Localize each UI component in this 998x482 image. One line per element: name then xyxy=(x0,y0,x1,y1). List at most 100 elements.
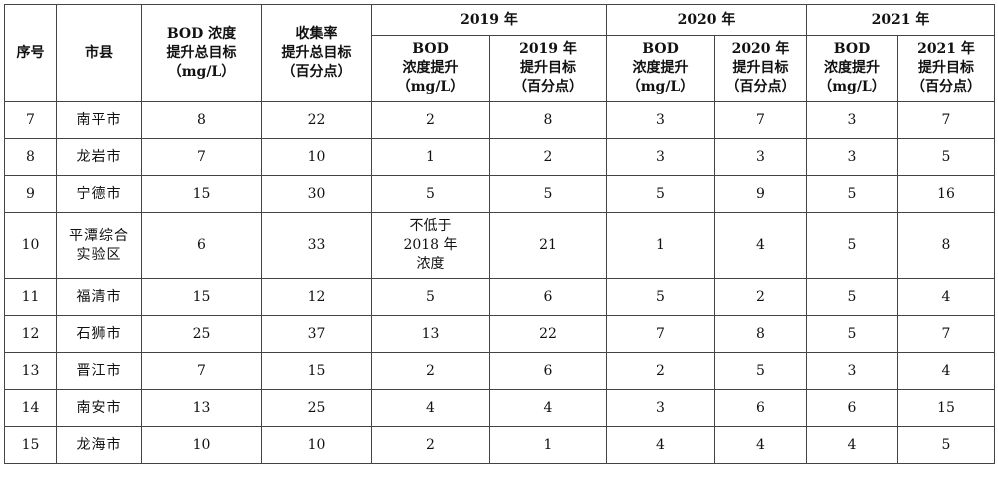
cell-2019-rate: 8 xyxy=(489,101,607,139)
cell-2020-rate: 9 xyxy=(714,175,807,213)
cell-rate-total: 10 xyxy=(261,138,372,176)
cell-2019-rate: 22 xyxy=(489,315,607,353)
cell-seq: 10 xyxy=(4,212,57,279)
table-row: 10 平潭综合 实验区 6 33 不低于 2018 年 浓度 21 1 4 5 8 xyxy=(4,212,995,279)
table-row: 12 石狮市 25 37 13 22 7 8 5 7 xyxy=(4,315,995,353)
table-row: 11 福清市 15 12 5 6 5 2 5 4 xyxy=(4,278,995,316)
cell-rate-total: 37 xyxy=(261,315,372,353)
cell-2021-rate: 8 xyxy=(897,212,995,279)
header-seq: 序号 xyxy=(4,4,57,102)
cell-2020-bod: 5 xyxy=(606,175,715,213)
cell-2021-bod: 6 xyxy=(806,389,898,427)
cell-2020-rate: 4 xyxy=(714,426,807,464)
cell-2020-rate: 4 xyxy=(714,212,807,279)
header-2020-rate: 2020 年 提升目标 （百分点） xyxy=(714,35,807,102)
cell-2019-rate: 2 xyxy=(489,138,607,176)
cell-city: 南平市 xyxy=(56,101,142,139)
cell-2020-bod: 3 xyxy=(606,389,715,427)
cell-city: 福清市 xyxy=(56,278,142,316)
header-year-2021: 2021 年 xyxy=(806,4,995,36)
cell-rate-total: 25 xyxy=(261,389,372,427)
table-row: 9 宁德市 15 30 5 5 5 9 5 16 xyxy=(4,175,995,213)
cell-2021-rate: 5 xyxy=(897,138,995,176)
cell-2021-bod: 3 xyxy=(806,101,898,139)
table-row: 15 龙海市 10 10 2 1 4 4 4 5 xyxy=(4,426,995,464)
header-2020-bod: BOD 浓度提升 （mg/L） xyxy=(606,35,715,102)
cell-bod-total: 7 xyxy=(141,138,262,176)
cell-city: 平潭综合 实验区 xyxy=(56,212,142,279)
cell-seq: 7 xyxy=(4,101,57,139)
cell-bod-total: 15 xyxy=(141,175,262,213)
table-row: 7 南平市 8 22 2 8 3 7 3 7 xyxy=(4,101,995,139)
cell-rate-total: 33 xyxy=(261,212,372,279)
cell-2021-bod: 4 xyxy=(806,426,898,464)
cell-2019-bod: 5 xyxy=(371,175,490,213)
table-row: 13 晋江市 7 15 2 6 2 5 3 4 xyxy=(4,352,995,390)
cell-city: 龙海市 xyxy=(56,426,142,464)
cell-seq: 9 xyxy=(4,175,57,213)
cell-2021-bod: 5 xyxy=(806,278,898,316)
cell-bod-total: 25 xyxy=(141,315,262,353)
cell-city: 宁德市 xyxy=(56,175,142,213)
cell-2021-bod: 5 xyxy=(806,212,898,279)
cell-2019-bod: 不低于 2018 年 浓度 xyxy=(371,212,490,279)
cell-2021-rate: 16 xyxy=(897,175,995,213)
cell-2021-rate: 15 xyxy=(897,389,995,427)
header-2021-rate: 2021 年 提升目标 （百分点） xyxy=(897,35,995,102)
cell-2020-bod: 3 xyxy=(606,138,715,176)
cell-bod-total: 15 xyxy=(141,278,262,316)
cell-2020-bod: 7 xyxy=(606,315,715,353)
cell-2020-rate: 2 xyxy=(714,278,807,316)
cell-2019-bod: 1 xyxy=(371,138,490,176)
cell-city: 晋江市 xyxy=(56,352,142,390)
cell-rate-total: 12 xyxy=(261,278,372,316)
cell-seq: 12 xyxy=(4,315,57,353)
cell-2019-rate: 5 xyxy=(489,175,607,213)
cell-rate-total: 10 xyxy=(261,426,372,464)
cell-2021-rate: 7 xyxy=(897,315,995,353)
table-row: 8 龙岩市 7 10 1 2 3 3 3 5 xyxy=(4,138,995,176)
cell-2020-bod: 1 xyxy=(606,212,715,279)
cell-bod-total: 13 xyxy=(141,389,262,427)
cell-2019-rate: 6 xyxy=(489,278,607,316)
cell-seq: 15 xyxy=(4,426,57,464)
cell-2021-rate: 7 xyxy=(897,101,995,139)
cell-city: 石狮市 xyxy=(56,315,142,353)
targets-table: 序号 市县 BOD 浓度 提升总目标 （mg/L） 收集率 提升总目标 （百分点… xyxy=(4,4,995,464)
cell-bod-total: 10 xyxy=(141,426,262,464)
cell-2019-rate: 21 xyxy=(489,212,607,279)
cell-rate-total: 15 xyxy=(261,352,372,390)
cell-2021-bod: 3 xyxy=(806,138,898,176)
cell-rate-total: 30 xyxy=(261,175,372,213)
table-body: 7 南平市 8 22 2 8 3 7 3 7 8 龙岩市 7 10 1 2 3 3 3 5 9 宁德市 15 30 5 5 5 9 5 1… xyxy=(4,101,995,464)
header-row-years: 序号 市县 BOD 浓度 提升总目标 （mg/L） 收集率 提升总目标 （百分点… xyxy=(4,4,995,102)
cell-2019-bod: 13 xyxy=(371,315,490,353)
cell-bod-total: 6 xyxy=(141,212,262,279)
cell-2020-rate: 6 xyxy=(714,389,807,427)
header-year-2019: 2019 年 xyxy=(371,4,607,36)
header-city: 市县 xyxy=(56,4,142,102)
cell-bod-total: 8 xyxy=(141,101,262,139)
cell-2020-bod: 4 xyxy=(606,426,715,464)
header-bod-target: BOD 浓度 提升总目标 （mg/L） xyxy=(141,4,262,102)
cell-2020-rate: 8 xyxy=(714,315,807,353)
cell-2019-bod: 2 xyxy=(371,101,490,139)
cell-2019-bod: 2 xyxy=(371,426,490,464)
cell-2020-rate: 3 xyxy=(714,138,807,176)
cell-rate-total: 22 xyxy=(261,101,372,139)
cell-seq: 14 xyxy=(4,389,57,427)
cell-city: 南安市 xyxy=(56,389,142,427)
cell-2021-rate: 4 xyxy=(897,278,995,316)
header-year-2020: 2020 年 xyxy=(606,4,807,36)
cell-2019-bod: 4 xyxy=(371,389,490,427)
cell-city: 龙岩市 xyxy=(56,138,142,176)
cell-seq: 8 xyxy=(4,138,57,176)
cell-2019-bod: 5 xyxy=(371,278,490,316)
header-collect-target: 收集率 提升总目标 （百分点） xyxy=(261,4,372,102)
cell-2020-rate: 5 xyxy=(714,352,807,390)
cell-2020-rate: 7 xyxy=(714,101,807,139)
cell-seq: 11 xyxy=(4,278,57,316)
cell-seq: 13 xyxy=(4,352,57,390)
header-2021-bod: BOD 浓度提升 （mg/L） xyxy=(806,35,898,102)
cell-2021-rate: 5 xyxy=(897,426,995,464)
